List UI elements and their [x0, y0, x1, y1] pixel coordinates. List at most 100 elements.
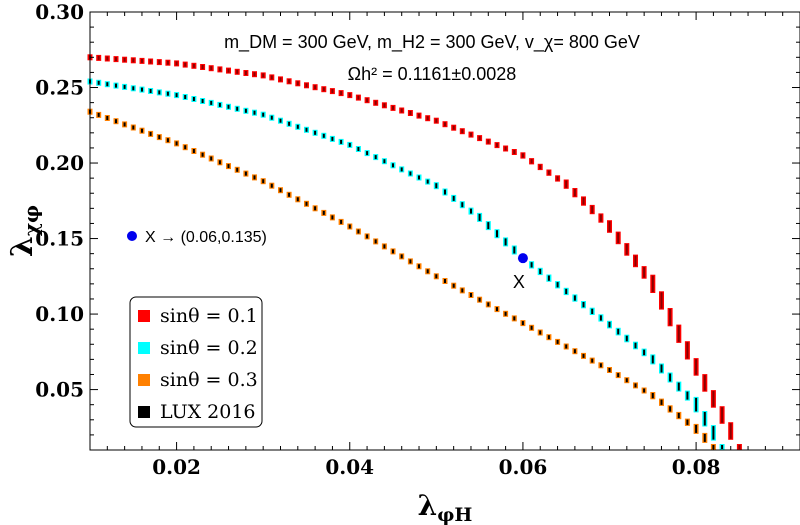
- series-1-lux-point: [184, 95, 187, 99]
- series-1-lux-point: [435, 183, 438, 189]
- legend-swatch-3: [138, 406, 150, 418]
- series-1-lux-point: [547, 275, 550, 281]
- series-2-lux-point: [565, 344, 568, 349]
- series-0-lux-point: [452, 125, 455, 130]
- series-2-lux-point: [366, 234, 369, 239]
- series-1-lux-point: [106, 82, 109, 87]
- series-0-lux-point: [348, 93, 351, 98]
- series-1-lux-point: [115, 83, 117, 88]
- highlight-point: [517, 253, 528, 264]
- legend-box: [129, 296, 263, 428]
- series-1-lux-point: [270, 115, 273, 120]
- series-0: [87, 54, 742, 450]
- series-2-lux-point: [236, 167, 239, 172]
- series-2-lux-point: [296, 197, 299, 202]
- series-0-lux-point: [158, 60, 161, 65]
- series-2-lux-point: [314, 206, 317, 211]
- series-1-lux-point: [470, 208, 472, 214]
- series-0-lux-point: [487, 139, 490, 144]
- series-1-lux-point: [444, 189, 446, 195]
- series-1-lux-point: [556, 282, 559, 288]
- series-1-lux-point: [331, 136, 334, 141]
- series-0-lux-point: [686, 342, 689, 359]
- series-1-lux-point: [496, 230, 498, 238]
- series-1-lux-point: [192, 97, 195, 101]
- series-1-lux-point: [218, 102, 221, 107]
- series-0-lux-point: [331, 89, 334, 94]
- series-1-lux-point: [348, 142, 351, 147]
- series-0-lux-point: [383, 103, 386, 108]
- x-tick-label: 0.06: [499, 455, 548, 479]
- series-2-lux-point: [669, 406, 672, 412]
- series-2-lux-point: [686, 419, 689, 425]
- series-2-lux-point: [591, 358, 594, 363]
- series-1-lux-point: [643, 349, 646, 356]
- series-2-lux-point: [279, 188, 282, 193]
- series-1-lux-point: [244, 108, 247, 113]
- series-2-lux-point: [582, 353, 585, 358]
- series-2-lux-point: [392, 249, 394, 254]
- series-1-lux-point: [686, 391, 689, 400]
- series-2-lux-point: [599, 363, 602, 368]
- series-2-lux-point: [383, 244, 386, 249]
- y-axis-label-main: λ: [5, 236, 40, 257]
- series-0-lux-point: [409, 111, 412, 115]
- series-1-lux-point: [166, 91, 169, 96]
- x-tick-label: 0.02: [152, 455, 201, 479]
- series-0-lux-point: [712, 391, 715, 407]
- highlight-point-label: X: [513, 272, 525, 292]
- y-tick-label: 0.10: [35, 302, 84, 326]
- series-1-lux-point: [366, 151, 369, 156]
- series-0-lux-point: [461, 129, 464, 134]
- series-2-lux-point: [643, 388, 646, 393]
- series-2-lux-point: [695, 424, 698, 433]
- series-1-lux-point: [703, 412, 706, 426]
- series-0-lux-point: [175, 61, 178, 66]
- series-0-lux-point: [634, 255, 637, 267]
- series-0-lux-point: [288, 79, 291, 84]
- series-2-lux-point: [703, 433, 706, 442]
- series-2-lux-point: [530, 325, 533, 330]
- series-2-lux-point: [608, 368, 611, 372]
- series-0-lux-point: [227, 68, 230, 73]
- series-2-lux-point: [123, 122, 126, 127]
- series-2-lux-point: [218, 160, 221, 165]
- series-0-lux-point: [721, 407, 724, 423]
- series-0-lux-point: [729, 423, 732, 439]
- series-1-lux-point: [565, 288, 568, 295]
- series-1-lux-point: [288, 121, 291, 126]
- point-legend-text: X → (0.06,0.135): [145, 229, 267, 246]
- series-1-lux-point: [487, 222, 490, 230]
- series-2-lux-point: [262, 179, 265, 184]
- series-1-lux-point: [314, 130, 317, 135]
- series-0-lux-point: [106, 56, 109, 61]
- series-1-lux-point: [669, 373, 672, 382]
- y-tick-label: 0.15: [35, 227, 84, 251]
- series-0-lux-point: [392, 105, 394, 110]
- series-1-lux-point: [340, 139, 343, 144]
- legend-label-2: sinθ = 0.3: [160, 369, 258, 391]
- series-0-lux-point: [599, 214, 602, 222]
- series-2-lux-point: [141, 128, 143, 133]
- series-0-lux-point: [556, 176, 559, 181]
- series-2-lux-point: [106, 116, 109, 120]
- series-0-lux-point: [305, 83, 308, 88]
- series-2-lux-point: [244, 171, 247, 176]
- series-1-lux-point: [262, 112, 265, 117]
- series-0-lux-point: [184, 62, 187, 67]
- series-1-lux-point: [712, 426, 715, 440]
- series-2-lux-point: [192, 149, 195, 153]
- series-0-lux-point: [244, 71, 247, 75]
- series-1-lux-point: [305, 127, 308, 132]
- series-2-lux-point: [158, 135, 161, 140]
- series-1-lux-point: [695, 397, 698, 412]
- series-1-lux-point: [625, 335, 628, 342]
- series-0-lux-point: [470, 132, 472, 137]
- series-1-lux-point: [721, 445, 724, 449]
- series-0-lux-point: [426, 116, 429, 121]
- series-0-lux-point: [141, 58, 143, 63]
- series-1-lux-point: [97, 80, 100, 85]
- series-0-lux-point: [651, 275, 654, 292]
- series-1-lux-point: [617, 328, 620, 335]
